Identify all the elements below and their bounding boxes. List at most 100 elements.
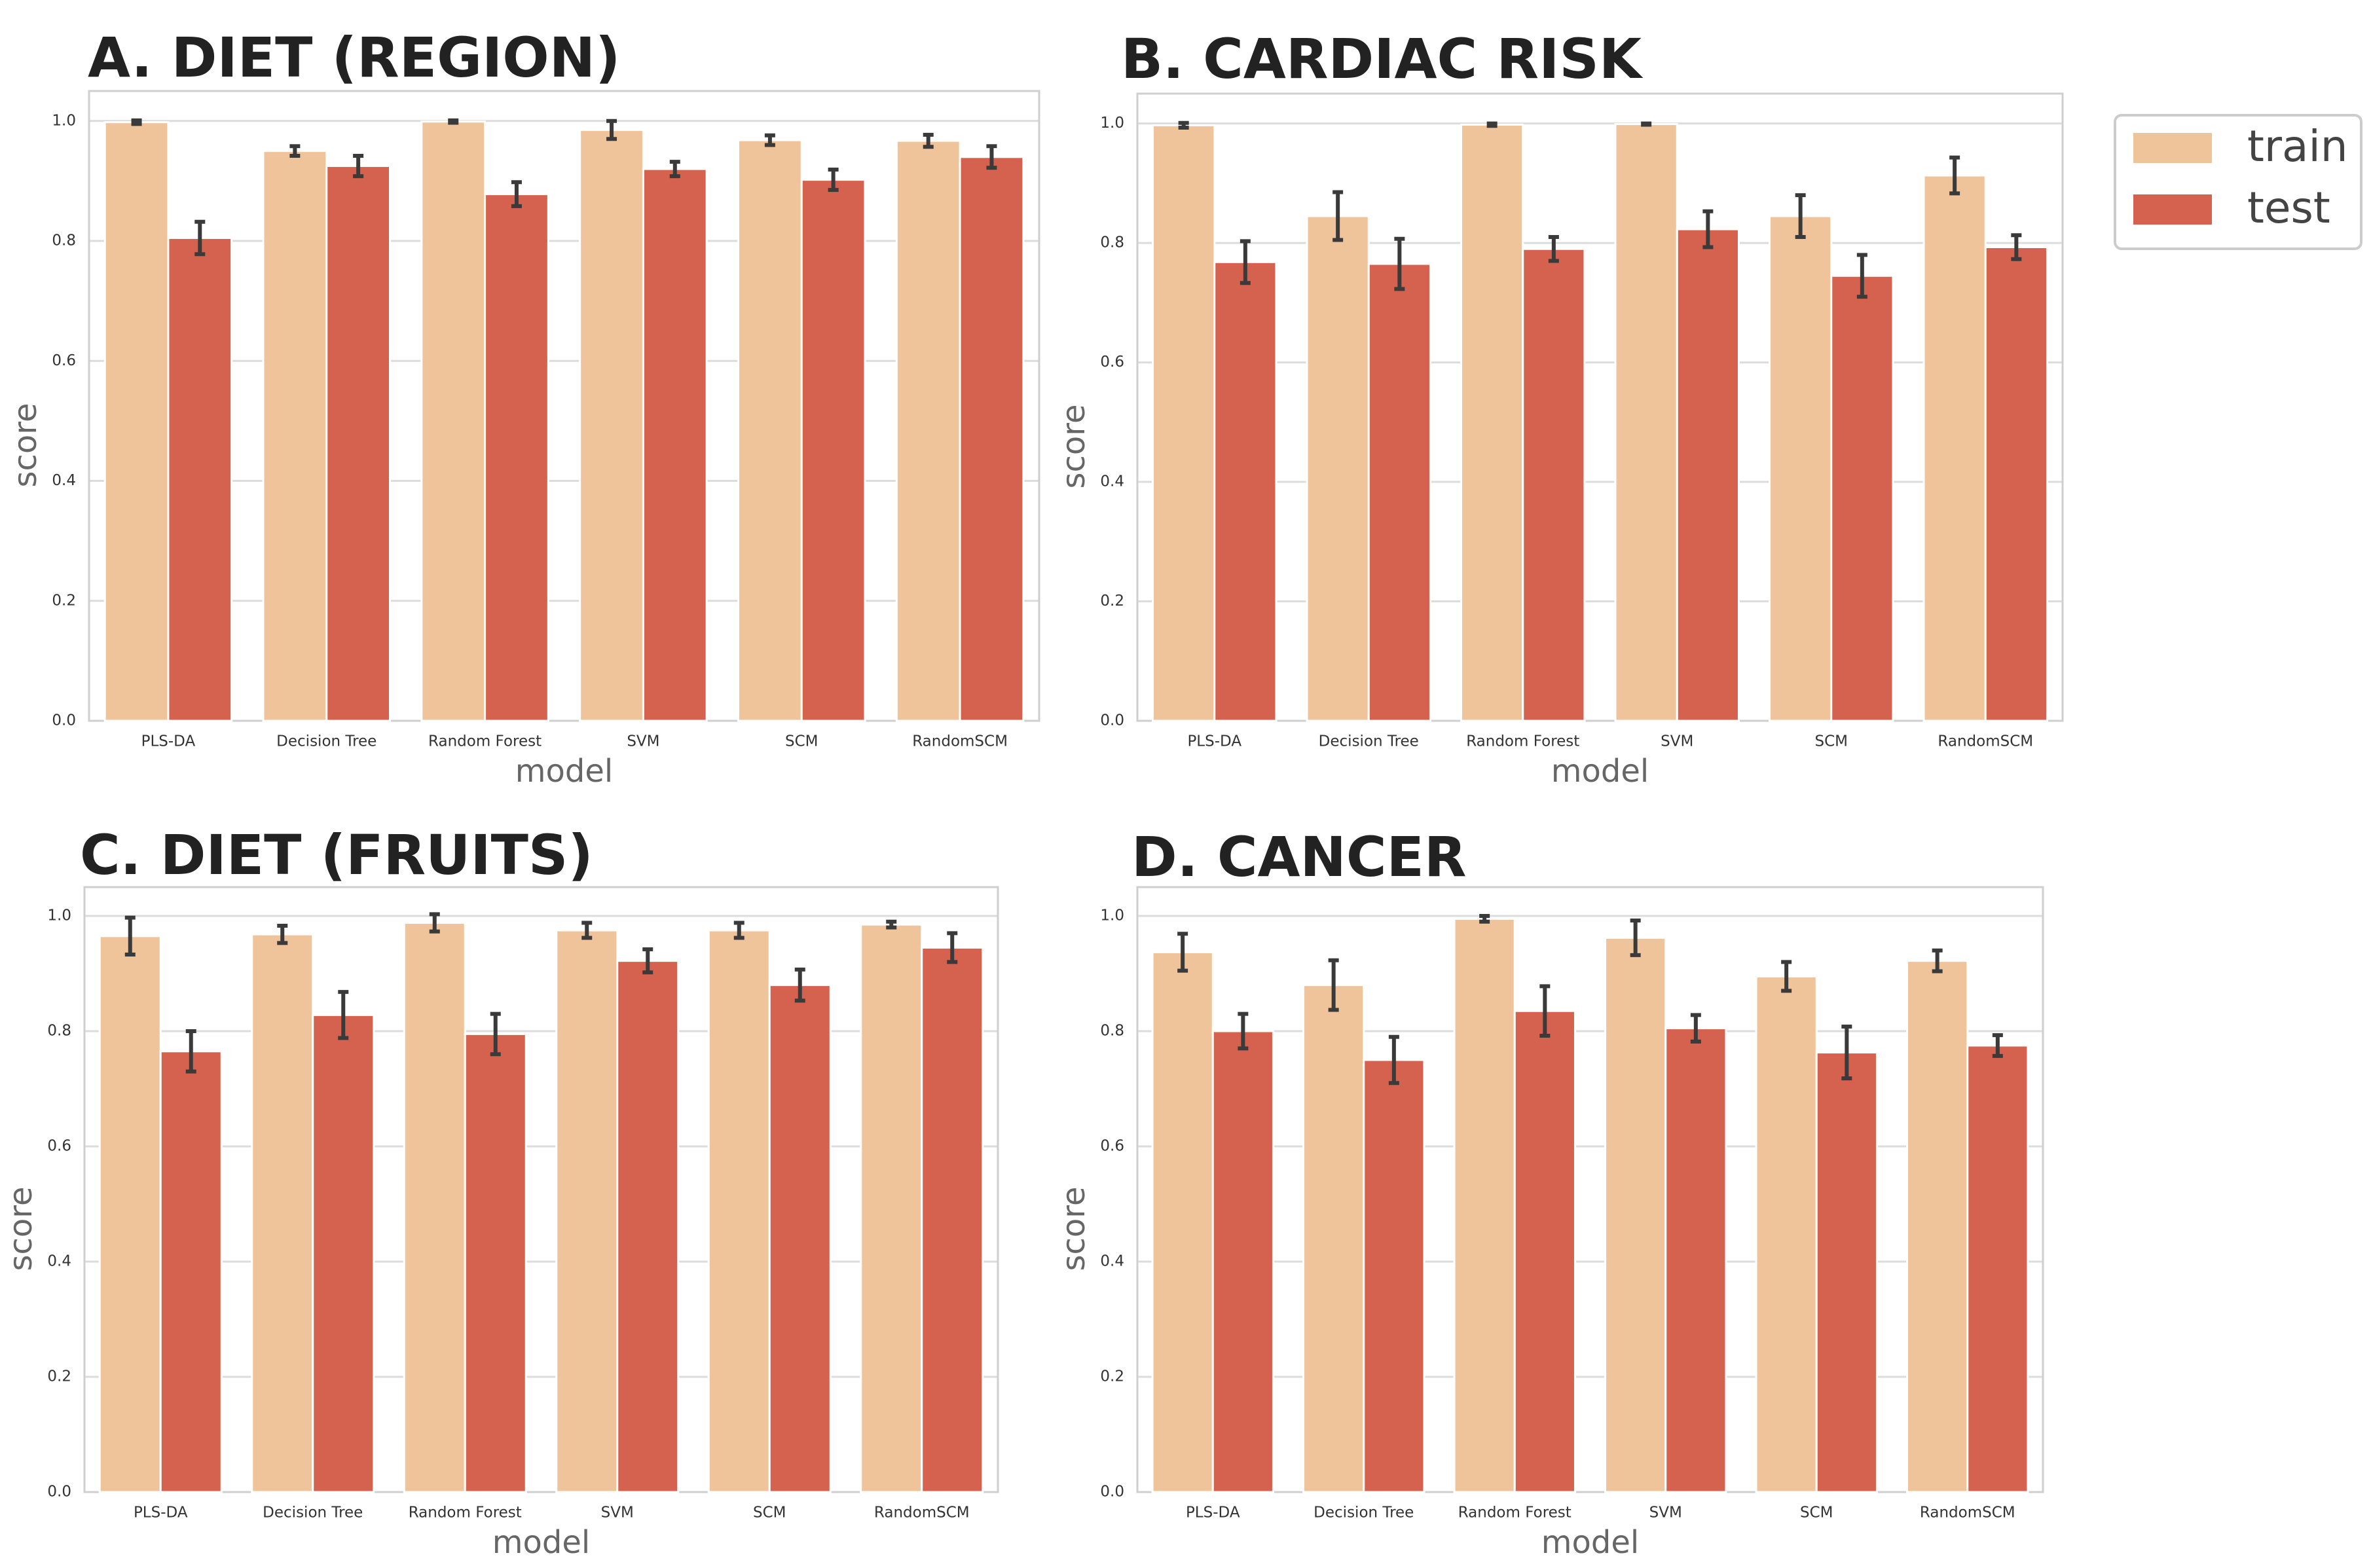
chart-title: A. DIET (REGION) [88,26,620,90]
error-bar [1328,958,1339,1012]
bar [579,129,644,722]
bar [1676,228,1740,722]
bar [325,165,391,722]
x-tick-label: SCM [753,1504,786,1522]
bar [1302,984,1365,1493]
x-tick-label: SVM [1649,1504,1682,1522]
y-tick-label: 0.8 [52,232,76,249]
error-bar [606,119,617,141]
y-tick-label: 0.8 [1100,1023,1124,1040]
x-tick-label: Random Forest [1466,733,1579,750]
x-axis-label: model [492,1524,590,1561]
bar [1664,1027,1727,1493]
error-bar [733,921,744,940]
x-tick-label: Random Forest [428,733,542,750]
error-bar [1177,932,1188,973]
error-bar [1932,948,1943,974]
y-tick-label: 0.2 [52,592,76,609]
y-tick-label: 0.4 [52,472,76,489]
bar [860,923,923,1493]
error-bar [947,931,958,964]
error-bar [1388,1034,1399,1085]
y-axis-label: score [1056,1187,1092,1271]
bar [1522,247,1586,722]
error-bar [642,947,653,975]
y-tick-label: 1.0 [47,907,71,924]
error-bar [1548,234,1559,263]
x-tick-label: Decision Tree [1319,733,1419,750]
bar [959,156,1025,722]
y-tick-label: 0.8 [47,1023,71,1040]
bar [420,120,487,722]
bar [1453,917,1516,1493]
x-axis-label: model [1541,1524,1639,1561]
bar [1830,274,1894,722]
error-bar [1630,919,1641,957]
error-bar [277,923,288,945]
error-bar [1486,121,1498,128]
x-tick-label: SVM [601,1504,634,1522]
chart-title: B. CARDIAC RISK [1121,27,1644,91]
y-tick-label: 0.0 [1100,1484,1124,1501]
bar [800,179,866,722]
error-bar [338,990,349,1040]
error-bar [1394,236,1405,291]
error-bar [1479,914,1490,924]
error-bar [669,160,680,179]
y-tick-label: 0.0 [1100,712,1124,729]
error-bar [511,180,522,208]
bar [312,1013,375,1493]
bar [1367,263,1431,722]
error-bar [1702,209,1714,249]
bar [464,1032,527,1493]
bar [103,121,170,722]
y-tick-label: 0.4 [1100,1253,1124,1270]
bar [1513,1010,1576,1493]
y-tick-label: 0.4 [47,1253,71,1270]
error-bar [1795,193,1806,239]
plot-frame [1136,92,2064,722]
bar [1984,246,2048,722]
bar [1460,123,1524,722]
error-bar [794,967,805,1003]
error-bar [1992,1033,2003,1058]
bar [159,1050,223,1493]
x-tick-label: Decision Tree [276,733,377,750]
error-bar [1641,121,1652,127]
bar [707,929,771,1493]
error-bar [353,153,364,179]
x-tick-label: SCM [785,733,818,750]
error-bar [185,1029,196,1074]
bar [167,236,233,722]
y-tick-label: 0.0 [47,1484,71,1501]
y-tick-label: 0.6 [1100,354,1124,371]
x-tick-label: PLS-DA [134,1504,188,1522]
bar [555,929,619,1493]
error-bar [2011,233,2022,261]
bar [1906,960,1969,1493]
bar [1363,1059,1425,1493]
error-bar [490,1012,501,1057]
chart-title: C. DIET (FRUITS) [80,823,593,887]
bar [1151,951,1214,1493]
error-bar [124,915,136,957]
y-tick-label: 0.2 [47,1368,71,1385]
bar [895,139,961,722]
x-tick-label: PLS-DA [1187,733,1241,750]
error-bar [1539,984,1551,1038]
bar [768,984,832,1493]
x-axis-label: model [515,753,613,790]
y-axis-label: score [1056,405,1092,489]
y-tick-label: 0.2 [1100,593,1124,610]
y-tick-label: 0.2 [1100,1368,1124,1385]
plot-frame [88,90,1040,722]
x-tick-label: SVM [1661,733,1693,750]
x-tick-label: SVM [627,733,659,750]
error-bar [1333,190,1344,242]
bar [1211,1030,1274,1493]
chart-title: D. CANCER [1131,825,1467,889]
x-tick-label: PLS-DA [141,733,196,750]
x-tick-label: PLS-DA [1186,1504,1240,1522]
y-axis-label: score [3,1187,39,1271]
